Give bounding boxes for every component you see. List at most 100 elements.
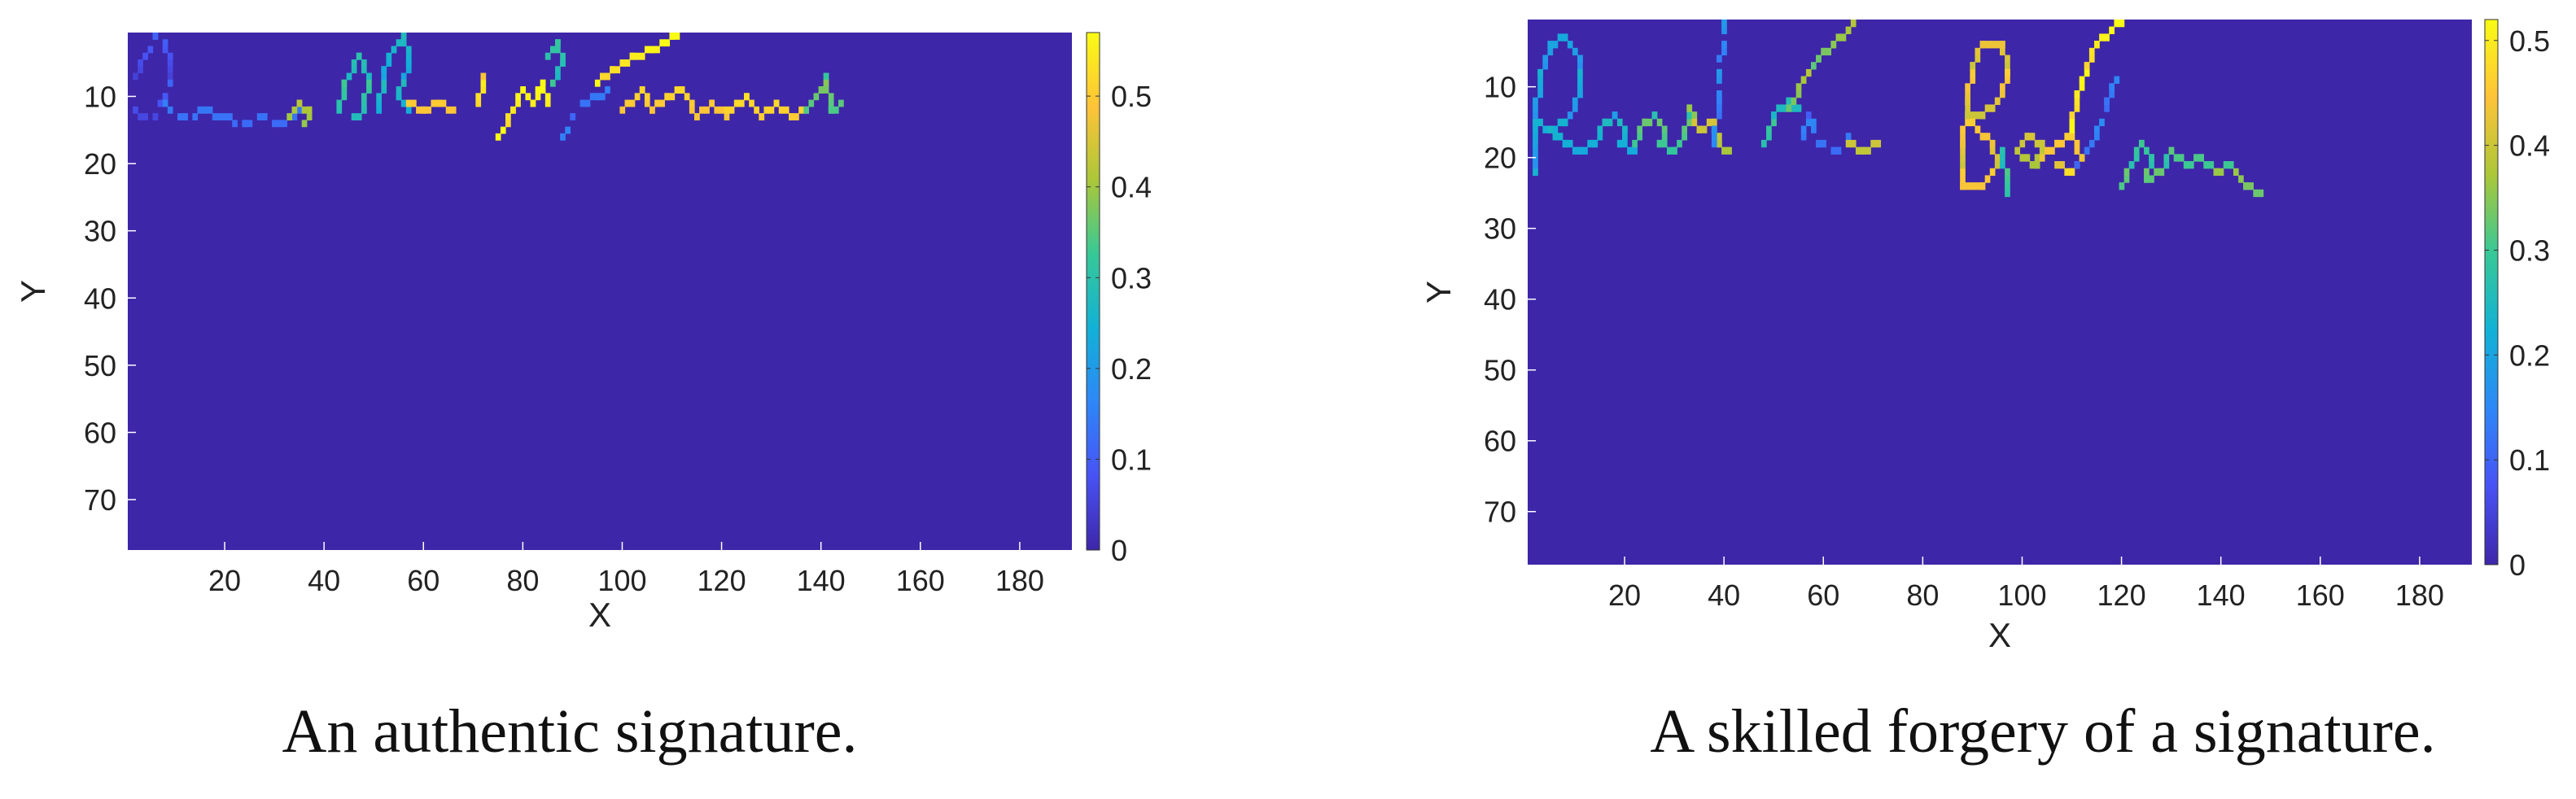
- signature-pixel: [400, 99, 407, 107]
- signature-pixel: [1661, 133, 1668, 141]
- signature-pixel: [535, 93, 541, 101]
- forgery-signature-heatmap: 20 40 60 80 100 120 140 160 180 10 20 30 40 50 60 70 X Y 0…: [1419, 19, 2550, 654]
- signature-pixel: [1965, 111, 1970, 120]
- signature-pixel: [1632, 146, 1638, 155]
- signature-pixel: [2228, 161, 2234, 169]
- signature-pixel: [2000, 90, 2005, 98]
- signature-pixel: [2074, 161, 2080, 169]
- signature-pixel: [1647, 118, 1653, 127]
- signature-pixel: [2223, 161, 2229, 169]
- signature-pixel: [366, 72, 372, 81]
- signature-pixel: [2000, 161, 2005, 169]
- signature-pixel: [1960, 146, 1966, 155]
- signature-pixel: [2233, 168, 2239, 177]
- signature-pixel: [1537, 68, 1543, 77]
- signature-pixel: [1717, 104, 1722, 112]
- signature-pixel: [1861, 146, 1866, 155]
- signature-pixel: [1791, 97, 1797, 106]
- colorbar-tick-label: 0: [2509, 548, 2526, 582]
- signature-pixel: [1994, 161, 2001, 169]
- signature-pixel: [1830, 146, 1837, 155]
- y-tick-label: 60: [84, 416, 116, 449]
- signature-pixel: [540, 79, 546, 87]
- signature-pixel: [1721, 26, 1727, 35]
- colorbar-tick-label: 0.3: [1111, 261, 1152, 295]
- signature-pixel: [1597, 133, 1603, 141]
- signature-pixel: [2238, 175, 2244, 183]
- signature-pixel: [505, 120, 511, 128]
- signature-pixel: [2069, 111, 2075, 120]
- y-tick-label: 70: [1484, 496, 1516, 529]
- signature-pixel: [2074, 139, 2080, 148]
- signature-pixel: [1960, 125, 1966, 133]
- signature-pixel: [555, 39, 561, 47]
- signature-pixel: [2133, 154, 2140, 162]
- signature-pixel: [2005, 68, 2010, 77]
- y-tick-label: 70: [84, 483, 116, 517]
- signature-pixel: [2019, 154, 2026, 162]
- x-axis-label: X: [1988, 616, 2011, 654]
- signature-pixel: [2178, 154, 2185, 162]
- signature-pixel: [818, 86, 824, 94]
- signature-pixel: [2049, 146, 2055, 155]
- signature-pixel: [714, 106, 720, 114]
- signature-pixel: [405, 99, 412, 107]
- signature-pixel: [405, 59, 412, 67]
- signature-pixel: [709, 99, 715, 107]
- signature-pixel: [2109, 26, 2115, 35]
- signature-pixel: [2069, 118, 2075, 127]
- signature-pixel: [1965, 118, 1970, 127]
- signature-pixel: [2189, 161, 2194, 169]
- signature-pixel: [336, 106, 343, 114]
- signature-pixel: [212, 113, 218, 120]
- signature-pixel: [744, 93, 750, 101]
- signature-pixel: [2005, 168, 2010, 177]
- signature-pixel: [2138, 139, 2145, 148]
- signature-pixel: [162, 46, 168, 54]
- signature-pixel: [2109, 83, 2115, 91]
- signature-pixel: [2034, 139, 2040, 148]
- signature-pixel: [400, 39, 407, 47]
- signature-pixel: [2099, 118, 2105, 127]
- signature-pixel: [560, 59, 566, 67]
- signature-pixel: [1717, 139, 1722, 148]
- signature-pixel: [336, 99, 343, 107]
- signature-pixel: [1533, 118, 1538, 127]
- signature-pixel: [197, 106, 203, 114]
- signature-pixel: [570, 113, 576, 120]
- signature-pixel: [813, 93, 820, 101]
- signature-pixel: [1721, 20, 1727, 28]
- signature-pixel: [664, 93, 671, 101]
- signature-pixel: [2144, 168, 2150, 177]
- signature-pixel: [1537, 118, 1543, 127]
- signature-pixel: [2069, 168, 2075, 177]
- signature-pixel: [1533, 133, 1538, 141]
- signature-pixel: [823, 72, 829, 81]
- y-tick-label: 50: [1484, 354, 1516, 387]
- signature-pixel: [1984, 175, 1991, 183]
- signature-pixel: [2114, 20, 2120, 28]
- signature-pixel: [1672, 146, 1677, 155]
- signature-pixel: [376, 106, 382, 114]
- signature-pixel: [2253, 189, 2259, 198]
- signature-pixel: [2000, 154, 2005, 162]
- signature-pixel: [823, 86, 829, 94]
- signature-pixel: [1717, 68, 1722, 77]
- signature-pixel: [1776, 104, 1782, 112]
- signature-pixel: [1826, 47, 1832, 56]
- colorbar-tick-label: 0.1: [2509, 443, 2550, 477]
- signature-pixel: [2029, 133, 2036, 141]
- signature-pixel: [2024, 133, 2031, 141]
- signature-pixel: [724, 113, 730, 120]
- signature-pixel: [167, 52, 173, 60]
- signature-pixel: [808, 99, 815, 107]
- signature-pixel: [1970, 182, 1976, 190]
- signature-pixel: [421, 106, 426, 114]
- signature-pixel: [341, 93, 348, 101]
- signature-pixel: [1975, 125, 1981, 133]
- signature-pixel: [1577, 76, 1583, 84]
- signature-pixel: [152, 113, 159, 120]
- signature-pixel: [2005, 182, 2010, 190]
- x-tick-label: 100: [1997, 579, 2046, 612]
- signature-pixel: [440, 99, 447, 107]
